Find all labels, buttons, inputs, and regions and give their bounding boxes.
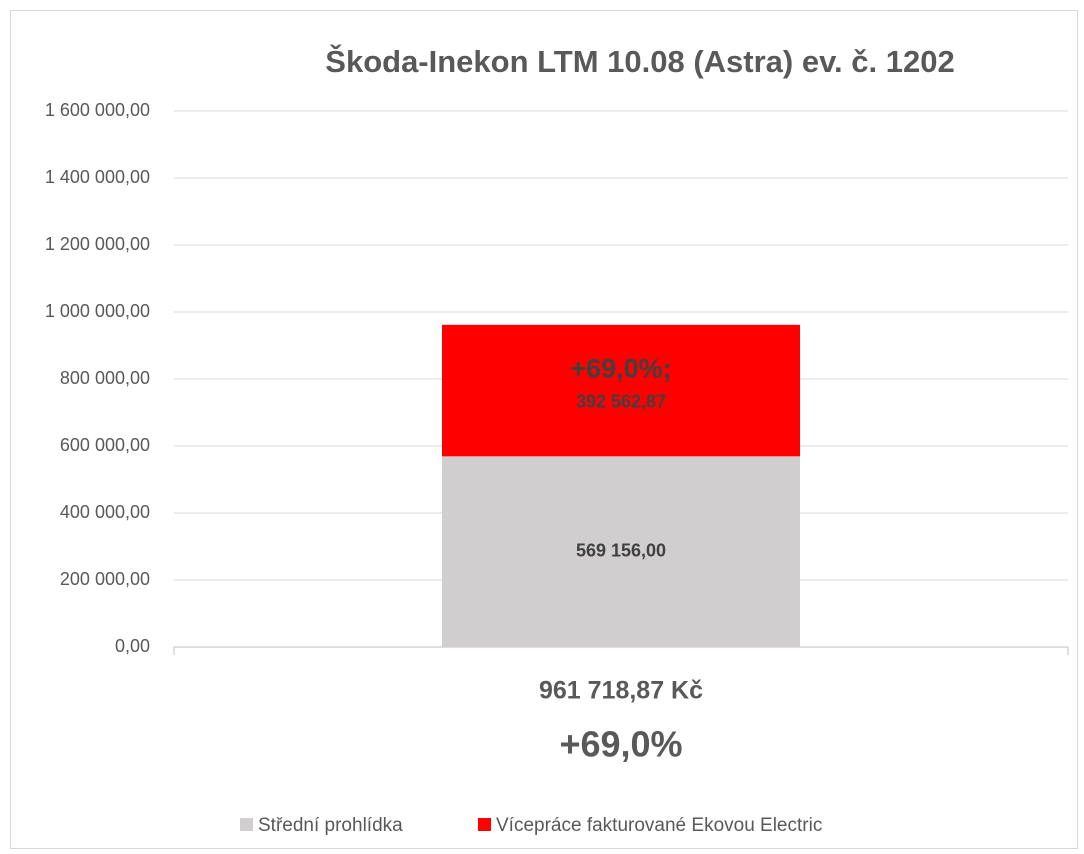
- y-tick-label: 1 200 000,00: [45, 234, 150, 254]
- y-tick-label: 800 000,00: [60, 368, 150, 388]
- y-tick-label: 400 000,00: [60, 502, 150, 522]
- data-label: 392 562,87: [576, 391, 666, 411]
- legend-swatch: [240, 818, 253, 831]
- bar-segment: [442, 324, 800, 457]
- y-tick-label: 1 600 000,00: [45, 100, 150, 120]
- y-tick-label: 600 000,00: [60, 435, 150, 455]
- x-tick-label: 961 718,87 Kč: [539, 677, 703, 705]
- y-tick-label: 1 000 000,00: [45, 301, 150, 321]
- y-tick-label: 1 400 000,00: [45, 167, 150, 187]
- data-label: 569 156,00: [576, 540, 666, 560]
- legend-label: Střední prohlídka: [258, 815, 403, 836]
- y-tick-label: 200 000,00: [60, 569, 150, 589]
- legend-label: Vícepráce fakturované Ekovou Electric: [496, 815, 822, 836]
- chart-title: Škoda-Inekon LTM 10.08 (Astra) ev. č. 12…: [325, 43, 954, 79]
- y-tick-label: 0,00: [115, 636, 150, 656]
- data-label: +69,0%;: [570, 354, 671, 384]
- annotation: +69,0%: [559, 724, 682, 765]
- legend-swatch: [478, 818, 491, 831]
- bar-segment: [442, 456, 800, 647]
